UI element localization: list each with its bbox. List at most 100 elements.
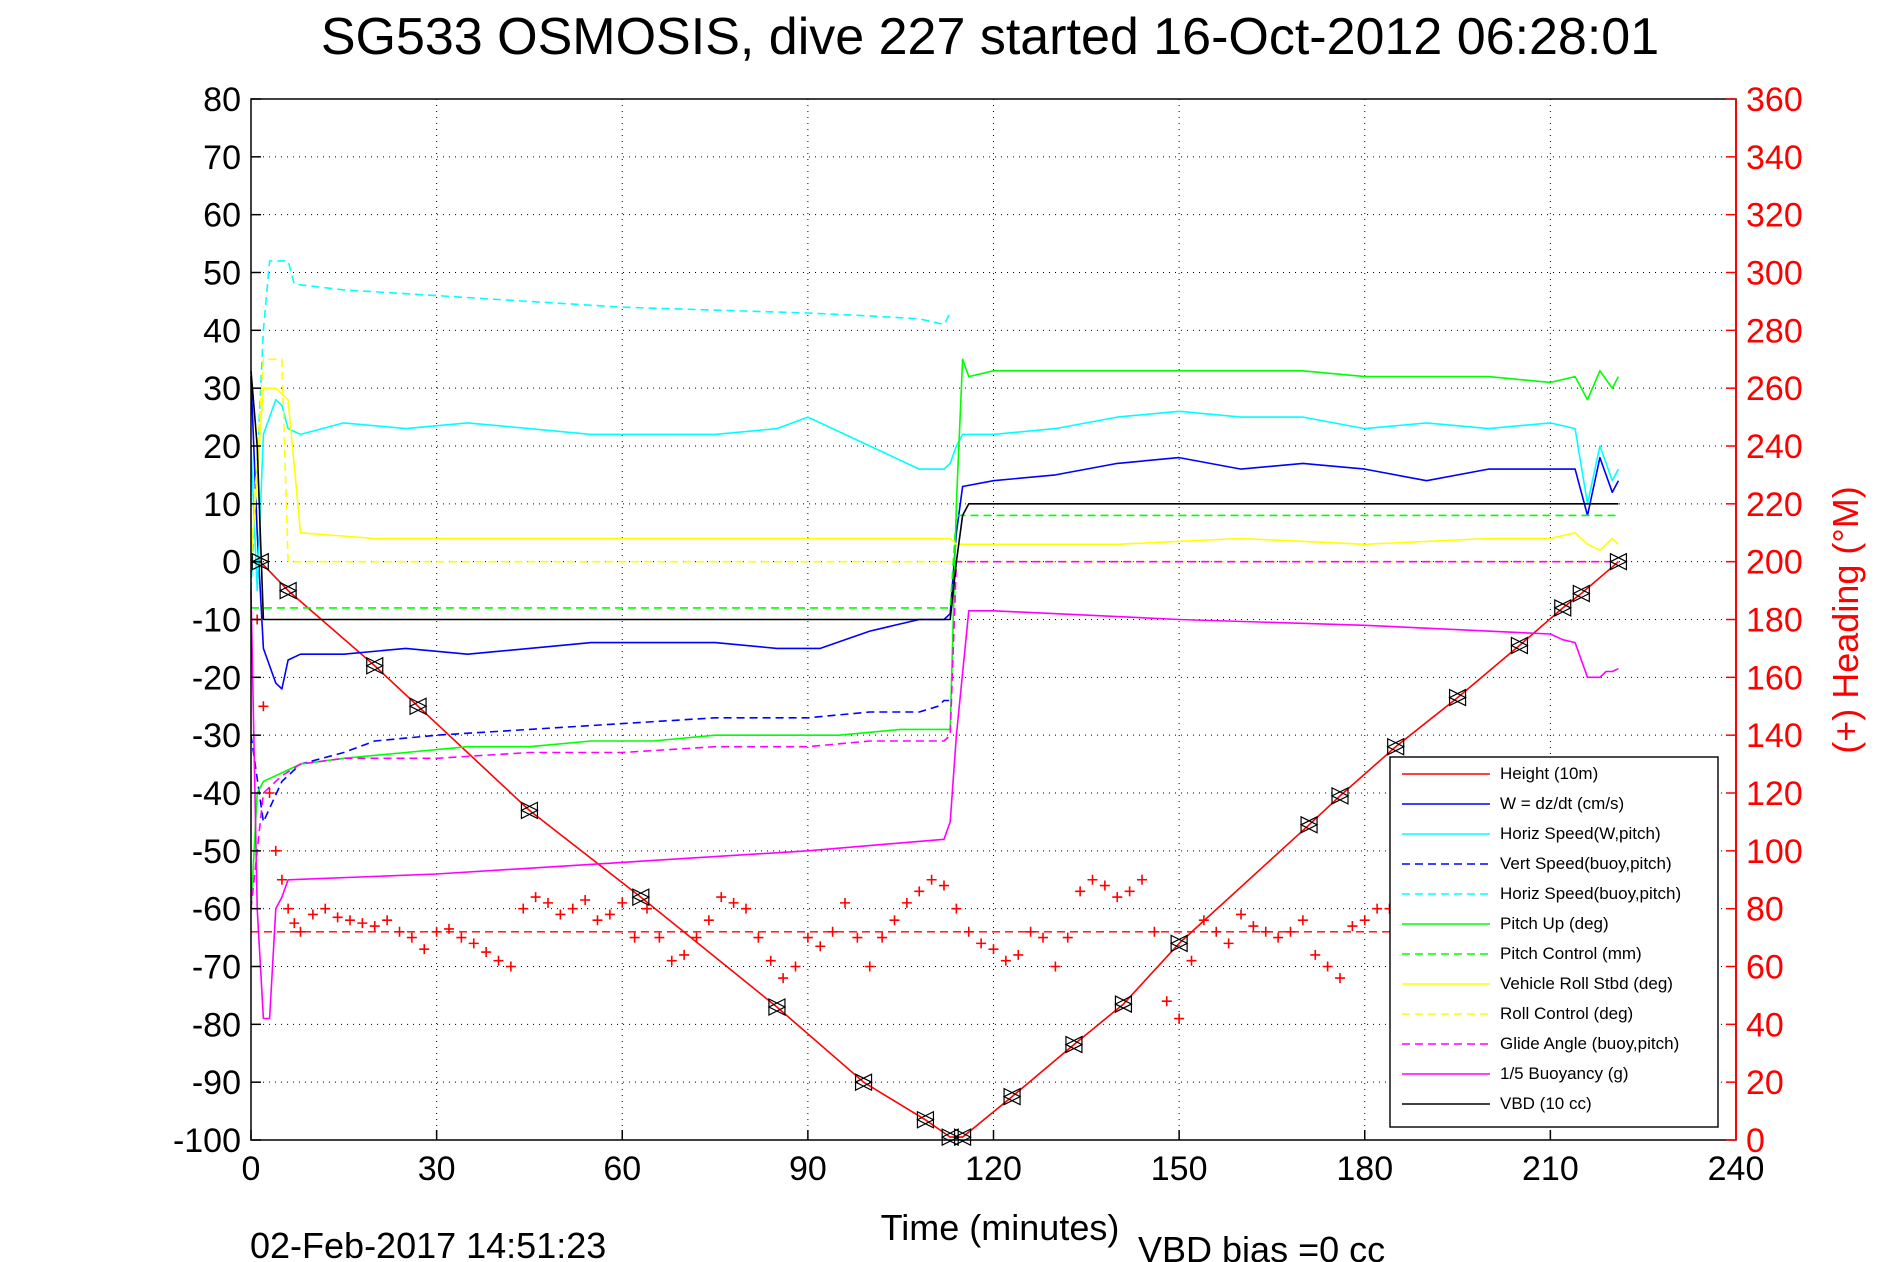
heading-point	[1087, 874, 1098, 885]
heading-point	[1112, 892, 1123, 903]
x-tick-label: 180	[1336, 1150, 1393, 1188]
chart-title: SG533 OSMOSIS, dive 227 started 16-Oct-2…	[321, 8, 1659, 66]
heading-point	[691, 932, 702, 943]
heading-point	[295, 926, 306, 937]
heading-point	[827, 926, 838, 937]
heading-point	[642, 903, 652, 914]
y-tick-label: 60	[203, 197, 241, 235]
series-line-10	[250, 590, 1619, 1020]
heading-point	[666, 955, 677, 966]
heading-point	[1211, 926, 1222, 937]
heading-point	[753, 932, 764, 943]
heading-point	[1025, 926, 1036, 937]
heading-point	[505, 961, 516, 972]
y2-tick-label: 360	[1746, 81, 1803, 119]
heading-point	[617, 897, 628, 908]
y-tick-label: -30	[192, 717, 241, 755]
legend-label: Horiz Speed(W,pitch)	[1500, 824, 1661, 843]
series-line-3	[250, 699, 951, 823]
heading-markers	[252, 614, 1407, 1024]
legend-label: Horiz Speed(buoy,pitch)	[1500, 884, 1681, 903]
x-tick-label: 150	[1151, 1150, 1208, 1188]
y2-tick-label: 100	[1746, 833, 1803, 871]
heading-point	[1310, 949, 1321, 960]
dive-marker	[1510, 636, 1529, 655]
legend-label: Pitch Control (mm)	[1500, 944, 1642, 963]
heading-point	[444, 923, 454, 934]
y2-tick-label: 280	[1746, 312, 1803, 350]
series-line-1	[250, 376, 1620, 690]
x-tick-label: 30	[418, 1150, 456, 1188]
y-tick-label: 30	[203, 370, 241, 408]
heading-point	[679, 949, 690, 960]
dive-marker	[1114, 995, 1133, 1014]
heading-point	[276, 874, 287, 885]
x-tick-label: 120	[965, 1150, 1022, 1188]
y2-tick-label: 80	[1746, 891, 1784, 929]
heading-point	[728, 897, 739, 908]
y-tick-label: -40	[192, 775, 241, 813]
dive-marker	[1609, 552, 1628, 571]
legend-label: Height (10m)	[1500, 764, 1598, 783]
legend-label: VBD (10 cc)	[1500, 1094, 1592, 1113]
legend-label: Vehicle Roll Stbd (deg)	[1500, 974, 1673, 993]
y-tick-label: 70	[203, 139, 241, 177]
y2-tick-label: 220	[1746, 486, 1803, 524]
heading-point	[939, 880, 949, 891]
heading-point	[270, 845, 281, 856]
heading-point	[604, 909, 615, 920]
heading-point	[1236, 909, 1246, 920]
y2-tick-label: 260	[1746, 370, 1803, 408]
heading-point	[1322, 961, 1333, 972]
y2-axis-ticks: 3603403203002802602402202001801601401201…	[1726, 81, 1803, 1160]
heading-point	[988, 944, 999, 955]
dive-marker	[916, 1110, 935, 1129]
heading-point	[901, 897, 912, 908]
series-line-7	[250, 387, 1619, 562]
heading-point	[332, 912, 343, 923]
heading-point	[1062, 932, 1073, 943]
dive-marker	[1571, 584, 1591, 603]
y-tick-label: -100	[173, 1122, 241, 1160]
heading-point	[963, 926, 974, 937]
heading-point	[1248, 921, 1259, 932]
heading-point	[345, 915, 355, 926]
heading-point	[852, 932, 863, 943]
series-line-0	[251, 560, 1619, 1138]
series-line-11	[250, 370, 1619, 621]
heading-point	[1297, 915, 1308, 926]
y2-tick-label: 60	[1746, 949, 1784, 987]
x-tick-label: 60	[603, 1150, 641, 1188]
series-line-2	[250, 398, 1620, 592]
legend-label: Glide Angle (buoy,pitch)	[1500, 1034, 1679, 1053]
heading-point	[914, 886, 925, 897]
heading-point	[716, 892, 727, 903]
y2-tick-label: 180	[1746, 602, 1803, 640]
x-tick-label: 240	[1708, 1150, 1765, 1188]
heading-point	[1013, 949, 1024, 960]
dive-marker	[365, 656, 385, 675]
heading-point	[741, 903, 751, 914]
heading-point	[320, 903, 331, 914]
heading-point	[1359, 915, 1370, 926]
series-lines	[250, 260, 1620, 1138]
dive-marker	[1553, 598, 1573, 617]
dive-marker	[1299, 815, 1319, 834]
y-tick-label: 50	[203, 255, 241, 293]
x-tick-label: 0	[242, 1150, 261, 1188]
dive-marker	[854, 1073, 873, 1092]
heading-point	[1285, 926, 1296, 937]
heading-point	[369, 921, 380, 932]
heading-point	[289, 918, 300, 929]
dive-marker	[767, 998, 787, 1016]
y-tick-label: -70	[192, 949, 241, 987]
heading-point	[1273, 932, 1284, 943]
y2-tick-label: 20	[1746, 1064, 1784, 1102]
y2-tick-label: 40	[1746, 1006, 1784, 1044]
heading-point	[976, 938, 987, 949]
heading-point	[889, 915, 900, 926]
y-tick-label: -10	[192, 602, 241, 640]
y-tick-label: -60	[192, 891, 241, 929]
y-axis-ticks: 80 70 60 50 40 30 20 10 0 -10 -20 -30 -40 -50 -60 -70 -8…	[173, 81, 261, 1160]
